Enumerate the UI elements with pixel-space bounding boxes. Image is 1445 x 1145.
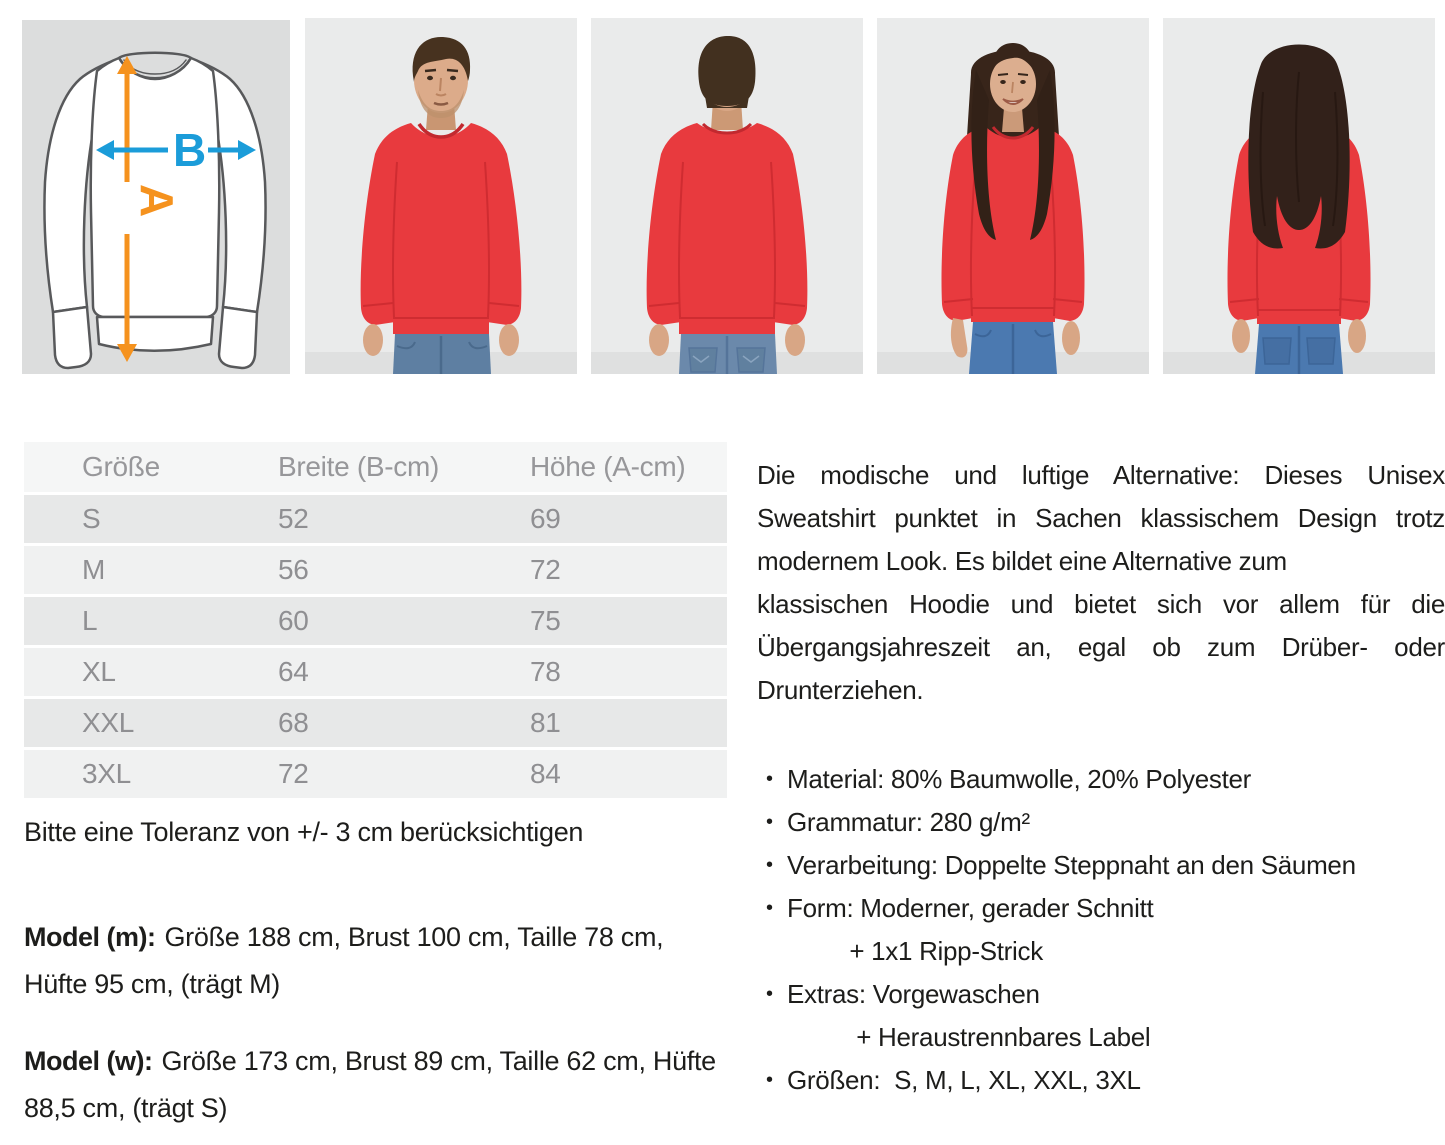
bullet-icon: • [766,1069,773,1091]
table-row: 3XL 72 84 [24,750,727,798]
cell-size: S [82,503,101,534]
man-back-figure [646,36,808,374]
cell-breite: 60 [278,605,309,636]
model-w-label: Model (w): [24,1046,153,1076]
spec-item: + 1x1 Ripp-Strick [757,930,1445,973]
size-table-header: Größe Breite (B-cm) Höhe (A-cm) [24,442,727,492]
photo-man-back [587,12,867,386]
cell-size: M [82,554,106,585]
spec-item: • Verarbeitung: Doppelte Steppnaht an de… [757,844,1445,887]
size-table: Größe Breite (B-cm) Höhe (A-cm) S 52 69 M … [24,442,727,798]
size-table-column-header: Breite (B-cm) [220,442,472,492]
cell-size: XL [82,656,116,687]
spec-item: + Heraustrennbares Label [757,1016,1445,1059]
spec-text: Größen: S, M, L, XL, XXL, 3XL [787,1065,1141,1095]
cell-size: 3XL [82,758,131,789]
photo-woman-back [1159,12,1439,386]
bullet-icon: • [766,983,773,1005]
woman-back-graphic [1163,18,1435,374]
size-diagram-graphic: A B [22,20,290,374]
spec-text: + 1x1 Ripp-Strick [787,936,1043,966]
man-front-graphic [305,18,577,374]
woman-front-graphic [877,18,1149,374]
description-column: Die modische und luftige Alternative: Di… [757,442,1445,1132]
size-table-body: S 52 69 M 56 72 L 60 [24,495,727,798]
size-table-column-header: Höhe (A-cm) [472,442,727,492]
tolerance-note: Bitte eine Toleranz von +/- 3 cm berücks… [24,817,584,847]
spec-item: • Material: 80% Baumwolle, 20% Polyester [757,758,1445,801]
model-m-info: Model (m): Größe 188 cm, Brust 100 cm, Ta… [24,914,724,1008]
width-arrow-b: B [96,124,256,176]
description-line: klassischen Hoodie und bietet sich vor a… [757,589,1445,619]
cell-breite: 64 [278,656,309,687]
bullet-icon: • [766,854,773,876]
woman-back-figure [1227,44,1371,374]
table-row: M 56 72 [24,546,727,594]
spec-text: Grammatur: 280 g/m² [787,807,1030,837]
bullet-icon: • [766,811,773,833]
model-w-text: Größe 173 cm, Brust 89 cm, Taille 62 cm,… [24,1046,716,1123]
model-m-label: Model (m): [24,922,156,952]
spec-text: Verarbeitung: Doppelte Steppnaht an den … [787,850,1356,880]
description-line: modernem Look. Es bildet eine Alternativ… [757,546,1287,576]
cell-hoehe: 84 [530,758,561,789]
description-line: Drunterziehen. [757,675,924,705]
table-row: L 60 75 [24,597,727,645]
bullet-icon: • [766,768,773,790]
spec-item: • Form: Moderner, gerader Schnitt [757,887,1445,930]
spec-list: • Material: 80% Baumwolle, 20% Polyester… [757,758,1445,1102]
cell-size: L [82,605,98,636]
model-m-text: Größe 188 cm, Brust 100 cm, Taille 78 cm… [24,922,664,999]
cell-breite: 56 [278,554,309,585]
spec-text: Material: 80% Baumwolle, 20% Polyester [787,764,1252,794]
photo-woman-front [873,12,1153,386]
description-line: Sweatshirt punktet in Sachen klassischem… [757,503,1445,533]
bullet-icon: • [766,897,773,919]
spec-text: Extras: Vorgewaschen [787,979,1040,1009]
size-diagram: A B [15,12,295,386]
spec-item: • Extras: Vorgewaschen [757,973,1445,1016]
cell-hoehe: 78 [530,656,561,687]
spec-text: + Heraustrennbares Label [787,1022,1151,1052]
table-row: S 52 69 [24,495,727,543]
spec-text: Form: Moderner, gerader Schnitt [787,893,1154,923]
description-line: Übergangsjahreszeit an, egal ob zum Drüb… [757,632,1445,662]
cell-breite: 72 [278,758,309,789]
table-row: XL 64 78 [24,648,727,696]
description-line: Die modische und luftige Alternative: Di… [757,460,1445,490]
woman-front-figure [941,43,1085,374]
model-w-info: Model (w): Größe 173 cm, Brust 89 cm, Tai… [24,1038,724,1132]
product-image-gallery: A B [0,0,1445,386]
product-description: Die modische und luftige Alternative: Di… [757,454,1445,712]
cell-hoehe: 72 [530,554,561,585]
cell-hoehe: 75 [530,605,561,636]
cell-hoehe: 69 [530,503,561,534]
bullet-icon [757,1016,787,1059]
cell-size: XXL [82,707,135,738]
photo-man-front [301,12,581,386]
spec-item: • Größen: S, M, L, XL, XXL, 3XL [757,1059,1445,1102]
cell-breite: 68 [278,707,309,738]
man-back-graphic [591,18,863,374]
label-b: B [173,124,206,176]
cell-hoehe: 81 [530,707,561,738]
label-a: A [131,184,183,217]
size-chart-column: Größe Breite (B-cm) Höhe (A-cm) S 52 69 M … [24,442,731,1132]
height-arrow-a: A [117,56,183,362]
product-info-content: Größe Breite (B-cm) Höhe (A-cm) S 52 69 M … [0,442,1445,1132]
table-row: XXL 68 81 [24,699,727,747]
sweatshirt-outline [43,51,267,370]
cell-breite: 52 [278,503,309,534]
spec-item: • Grammatur: 280 g/m² [757,801,1445,844]
man-front-figure [360,36,522,374]
size-table-column-header: Größe [24,442,220,492]
bullet-icon [757,930,787,973]
